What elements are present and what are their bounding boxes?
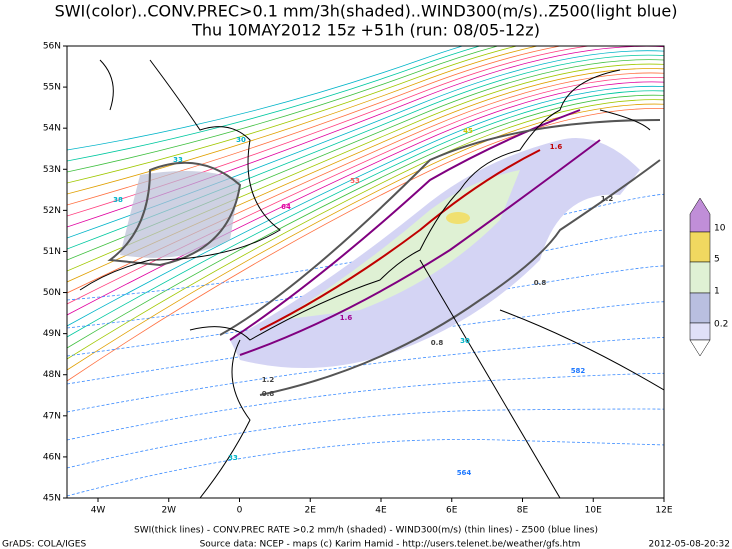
colorbar-label: 1 bbox=[714, 287, 720, 297]
z500-line bbox=[67, 408, 664, 469]
title-line: Thu 10MAY2012 15z +51h (run: 08/05-12z) bbox=[191, 21, 540, 40]
contour-label: 0.8 bbox=[431, 339, 444, 347]
lat-label: 56N bbox=[43, 42, 61, 52]
z500-line bbox=[67, 265, 664, 357]
lon-label: 12E bbox=[655, 506, 672, 516]
contour-label: 582 bbox=[571, 367, 586, 375]
contour-label: 33 bbox=[173, 156, 183, 164]
lat-label: 48N bbox=[43, 370, 61, 380]
contour-label: 564 bbox=[457, 469, 472, 477]
wind-line bbox=[67, 103, 664, 371]
wind-contours bbox=[67, 46, 664, 497]
footer-credit: GrADS: COLA/IGES bbox=[2, 540, 86, 549]
contour-label: 0.8 bbox=[262, 390, 275, 398]
contour-label: 1.6 bbox=[340, 314, 353, 322]
contour-label: 33 bbox=[228, 454, 238, 462]
swi-contour bbox=[107, 161, 242, 267]
z500-line bbox=[67, 301, 664, 385]
contour-label: 30 bbox=[460, 337, 470, 345]
lon-label: 2E bbox=[305, 506, 317, 516]
lat-label: 46N bbox=[43, 452, 61, 462]
map-frame bbox=[66, 45, 665, 499]
contour-label: 30 bbox=[236, 136, 246, 144]
swi-contour bbox=[259, 149, 541, 331]
coastline bbox=[79, 59, 664, 498]
colorbar bbox=[689, 197, 711, 357]
lon-label: 2W bbox=[161, 506, 176, 516]
footer-source: Source data: NCEP - maps (c) Karim Hamid… bbox=[200, 540, 581, 549]
wind-line bbox=[67, 99, 664, 360]
wind-line bbox=[67, 85, 664, 327]
wind-line bbox=[67, 94, 664, 349]
lat-label: 45N bbox=[43, 494, 61, 504]
wind-line bbox=[67, 46, 482, 162]
wind-line bbox=[67, 46, 519, 184]
lat-label: 49N bbox=[43, 329, 61, 339]
lat-label: 53N bbox=[43, 165, 61, 175]
z500-line bbox=[67, 337, 664, 413]
colorbar-label: 5 bbox=[714, 255, 720, 265]
lat-label: 50N bbox=[43, 288, 61, 298]
wind-line bbox=[67, 46, 500, 173]
lat-label: 54N bbox=[43, 124, 61, 134]
wind-line bbox=[67, 46, 464, 151]
lat-label: 52N bbox=[43, 206, 61, 216]
lat-label: 47N bbox=[43, 411, 61, 421]
lat-label: 51N bbox=[43, 247, 61, 257]
map-area: 45 53 64 33 30 38 30 33 582 564 1.6 1.2 0.8 1.6 0.8 1.2… bbox=[67, 46, 664, 498]
contour-label: 64 bbox=[281, 203, 291, 211]
z500-line bbox=[67, 193, 664, 301]
lon-label: 10E bbox=[585, 506, 602, 516]
lon-label: 4W bbox=[91, 506, 106, 516]
lon-label: 6E bbox=[446, 506, 458, 516]
contour-label: 1.2 bbox=[601, 195, 614, 203]
wind-line bbox=[67, 108, 664, 382]
swi-contour bbox=[229, 109, 601, 356]
lat-label: 55N bbox=[43, 83, 61, 93]
colorbar-label: 0.2 bbox=[714, 320, 728, 330]
wind-line bbox=[67, 90, 664, 338]
lon-label: 0 bbox=[237, 506, 243, 516]
footer-legend: SWI(thick lines) - CONV.PREC RATE >0.2 m… bbox=[134, 526, 598, 536]
z500-line bbox=[67, 372, 664, 441]
lon-label: 8E bbox=[517, 506, 529, 516]
contour-label: 45 bbox=[463, 127, 473, 135]
lon-label: 4E bbox=[375, 506, 387, 516]
footer-date: 2012-05-08-20:32 bbox=[649, 540, 731, 549]
contour-label: 38 bbox=[113, 196, 123, 204]
colorbar-label: 10 bbox=[714, 224, 726, 234]
title-line: SWI(color)..CONV.PREC>0.1 mm/3h(shaded).… bbox=[55, 2, 678, 21]
contour-label: 1.6 bbox=[550, 143, 563, 151]
swi-contour bbox=[219, 119, 661, 396]
contour-label: 1.2 bbox=[262, 376, 275, 384]
z500-line bbox=[67, 439, 664, 497]
contour-label: 53 bbox=[350, 177, 360, 185]
prec-shade bbox=[446, 212, 470, 224]
swi-shade bbox=[120, 171, 240, 258]
contour-label: 0.8 bbox=[534, 279, 547, 287]
